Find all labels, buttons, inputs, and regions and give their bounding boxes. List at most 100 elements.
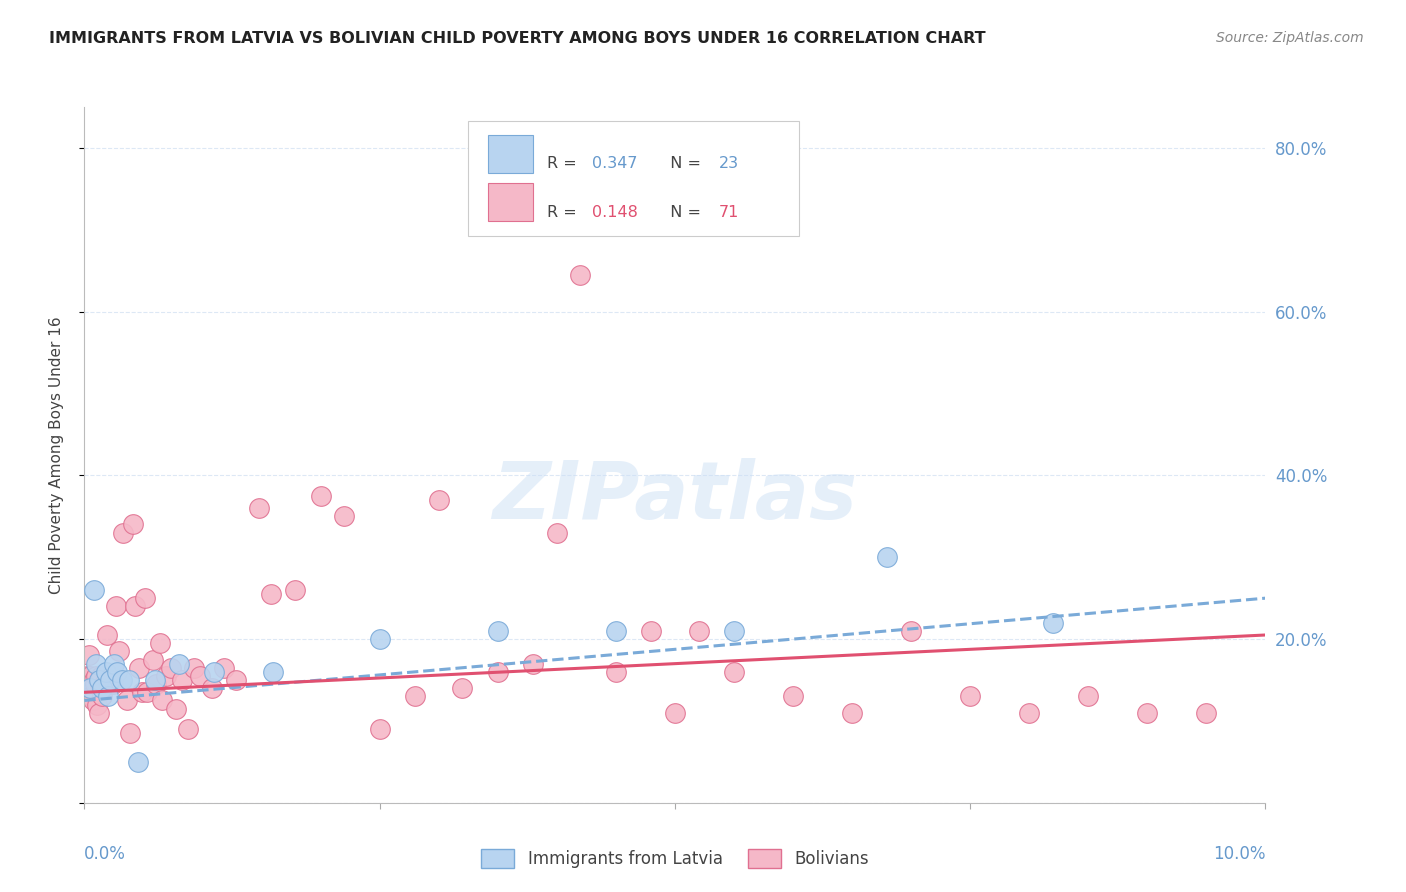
Point	[128, 661, 150, 675]
Point	[404, 690, 426, 704]
Point	[89, 677, 111, 691]
Point	[91, 681, 114, 696]
Text: 0.148: 0.148	[592, 205, 638, 219]
Point	[80, 690, 103, 704]
Point	[188, 669, 211, 683]
Point	[83, 673, 105, 687]
Text: R =: R =	[547, 156, 582, 171]
Point	[212, 661, 235, 675]
Point	[91, 690, 114, 704]
Point	[333, 509, 356, 524]
Point	[77, 648, 100, 663]
Point	[202, 665, 225, 679]
Point	[83, 582, 105, 597]
Point	[90, 669, 112, 683]
Text: 0.0%: 0.0%	[84, 845, 127, 863]
Point	[98, 673, 121, 687]
Point	[84, 677, 107, 691]
Point	[93, 677, 115, 691]
Point	[486, 624, 509, 638]
Point	[522, 657, 544, 671]
FancyBboxPatch shape	[468, 121, 799, 235]
Point	[177, 722, 200, 736]
Point	[118, 673, 141, 687]
Point	[112, 525, 135, 540]
Point	[94, 665, 117, 679]
Point	[150, 693, 173, 707]
Point	[142, 652, 165, 666]
Point	[723, 624, 745, 638]
Point	[105, 599, 128, 614]
Point	[247, 501, 270, 516]
Point	[841, 706, 863, 720]
Point	[167, 657, 190, 671]
Point	[127, 755, 149, 769]
Point	[86, 698, 108, 712]
Text: ZIPatlas: ZIPatlas	[492, 458, 858, 536]
Point	[107, 644, 129, 658]
Point	[111, 673, 134, 687]
Point	[664, 706, 686, 720]
Point	[172, 673, 194, 687]
Text: N =: N =	[659, 205, 706, 219]
Point	[107, 665, 129, 679]
Point	[98, 677, 121, 691]
Point	[87, 706, 110, 720]
Point	[97, 690, 120, 704]
Point	[1136, 706, 1159, 720]
Point	[79, 681, 101, 696]
Point	[134, 591, 156, 606]
Point	[368, 632, 391, 646]
Point	[82, 693, 104, 707]
Point	[569, 268, 592, 282]
Point	[262, 665, 284, 679]
Point	[876, 550, 898, 565]
Point	[782, 690, 804, 704]
Point	[101, 677, 124, 691]
Point	[76, 669, 98, 683]
Point	[149, 636, 172, 650]
Point	[225, 673, 247, 687]
Point	[115, 693, 138, 707]
Point	[546, 525, 568, 540]
Point	[900, 624, 922, 638]
Point	[451, 681, 474, 696]
Point	[96, 628, 118, 642]
Point	[605, 624, 627, 638]
Point	[103, 657, 125, 671]
Text: 23: 23	[718, 156, 738, 171]
Point	[640, 624, 662, 638]
Text: 0.347: 0.347	[592, 156, 638, 171]
Point	[183, 661, 205, 675]
Point	[84, 669, 107, 683]
Point	[155, 669, 177, 683]
Point	[486, 665, 509, 679]
Legend: Immigrants from Latvia, Bolivians: Immigrants from Latvia, Bolivians	[474, 842, 876, 874]
Point	[166, 701, 188, 715]
Text: 71: 71	[718, 205, 740, 219]
Point	[201, 681, 224, 696]
Point	[688, 624, 710, 638]
Point	[723, 665, 745, 679]
Point	[605, 665, 627, 679]
Point	[1195, 706, 1218, 720]
Point	[79, 669, 101, 683]
Point	[159, 661, 181, 675]
Point	[427, 492, 450, 507]
Point	[1077, 690, 1099, 704]
Point	[260, 587, 283, 601]
Point	[124, 599, 146, 614]
Text: N =: N =	[659, 156, 706, 171]
Point	[1018, 706, 1040, 720]
Point	[136, 685, 159, 699]
Text: Source: ZipAtlas.com: Source: ZipAtlas.com	[1216, 31, 1364, 45]
Point	[131, 685, 153, 699]
Point	[120, 726, 142, 740]
Text: IMMIGRANTS FROM LATVIA VS BOLIVIAN CHILD POVERTY AMONG BOYS UNDER 16 CORRELATION: IMMIGRANTS FROM LATVIA VS BOLIVIAN CHILD…	[49, 31, 986, 46]
FancyBboxPatch shape	[488, 135, 533, 173]
Y-axis label: Child Poverty Among Boys Under 16: Child Poverty Among Boys Under 16	[49, 316, 63, 594]
Point	[284, 582, 307, 597]
Point	[145, 677, 167, 691]
Point	[959, 690, 981, 704]
Point	[121, 517, 143, 532]
